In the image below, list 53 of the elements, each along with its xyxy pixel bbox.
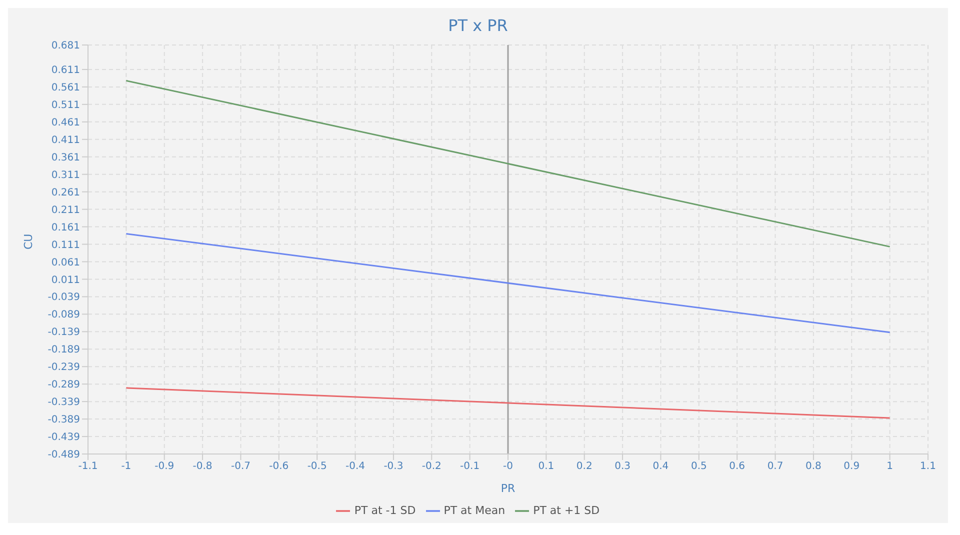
y-tick-label: 0.411 <box>51 134 80 146</box>
y-tick-label: 0.211 <box>51 204 80 216</box>
x-tick-label: 0.6 <box>729 461 746 472</box>
x-tick-label: 0.7 <box>767 461 784 472</box>
y-tick-label: -0.089 <box>48 310 80 321</box>
x-tick-label: -0 <box>503 461 513 472</box>
x-tick-label: 0.4 <box>652 461 669 472</box>
y-tick-label: 0.361 <box>51 152 80 164</box>
x-tick-label: -0.4 <box>346 461 366 472</box>
y-axis-title: CU <box>22 234 35 250</box>
x-tick-label: 1 <box>886 461 894 472</box>
x-tick-label: -1.1 <box>78 461 98 472</box>
x-tick-label: 0.2 <box>576 461 592 472</box>
x-tick-label: -0.9 <box>154 461 174 472</box>
y-tick-label: -0.139 <box>48 327 80 338</box>
x-tick-label: -0.7 <box>230 461 250 472</box>
x-tick-label: 0.8 <box>806 461 822 472</box>
y-tick-label: 0.681 <box>51 40 80 52</box>
y-tick-label: -0.489 <box>48 450 80 461</box>
y-tick-label: 0.061 <box>51 257 80 268</box>
y-tick-label: 0.511 <box>51 100 80 111</box>
y-tick-label: 0.311 <box>51 170 80 181</box>
x-tick-label: 0.1 <box>538 461 554 472</box>
y-tick-label: 0.461 <box>51 117 80 128</box>
y-tick-label: -0.339 <box>48 397 80 408</box>
y-tick-label: 0.161 <box>51 222 80 234</box>
x-tick-label: -0.6 <box>269 461 289 472</box>
x-tick-label: -0.5 <box>307 461 327 472</box>
legend-label: PT at +1 SD <box>533 504 600 518</box>
y-tick-label: 0.561 <box>51 82 80 94</box>
x-axis-title: PR <box>500 482 516 495</box>
legend-label: PT at Mean <box>444 504 506 518</box>
x-tick-label: 0.9 <box>844 461 860 472</box>
x-tick-label: -1 <box>121 461 132 472</box>
y-tick-label: -0.039 <box>48 292 80 304</box>
x-tick-label: -0.8 <box>192 461 212 472</box>
y-tick-label: -0.439 <box>48 432 80 444</box>
y-tick-label: -0.289 <box>48 380 80 391</box>
y-tick-label: 0.111 <box>51 240 80 251</box>
x-tick-label: -0.1 <box>460 461 480 472</box>
x-tick-label: 1.1 <box>920 461 936 472</box>
chart-title: PT x PR <box>447 15 509 37</box>
x-tick-label: -0.2 <box>422 461 442 472</box>
y-tick-label: 0.611 <box>51 65 80 76</box>
y-tick-label: -0.189 <box>48 344 80 356</box>
y-tick-label: 0.011 <box>51 274 80 286</box>
y-tick-label: -0.239 <box>48 362 80 374</box>
y-tick-label: -0.389 <box>48 414 80 426</box>
x-tick-label: -0.3 <box>384 461 404 472</box>
x-tick-label: 0.3 <box>614 461 630 472</box>
y-tick-label: 0.261 <box>51 187 80 198</box>
legend-label: PT at -1 SD <box>354 504 416 518</box>
x-tick-label: 0.5 <box>690 461 707 472</box>
